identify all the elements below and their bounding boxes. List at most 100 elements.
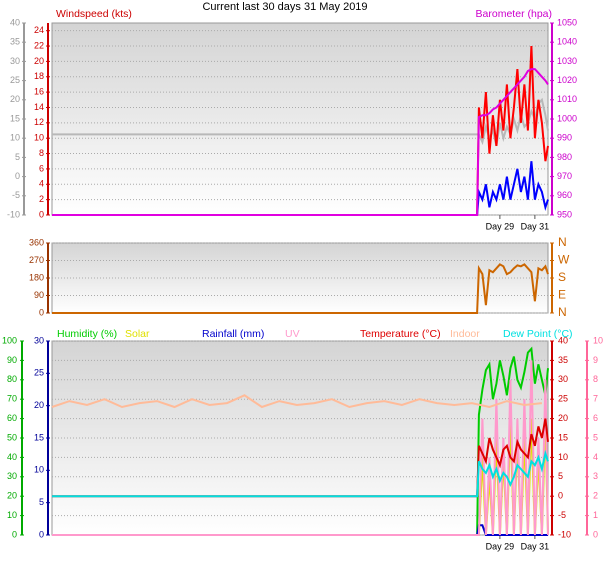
series-line (52, 161, 549, 216)
y2-tick-label: 970 (557, 171, 572, 181)
y-tick-label: 100 (2, 335, 17, 345)
y2-tick-label: 40 (558, 335, 568, 345)
y-tick-label: 70 (7, 394, 17, 404)
y-tick-label: 4 (39, 179, 44, 189)
y3-tick-label: -5 (12, 190, 20, 200)
y3-tick-label: 35 (10, 37, 20, 47)
y-tick-label: 40 (7, 452, 17, 462)
y4-tick-label: 8 (593, 374, 598, 384)
y3-tick-label: -10 (7, 209, 20, 219)
y-tick-label: 30 (7, 471, 17, 481)
y-tick-label: 2 (39, 194, 44, 204)
y4-tick-label: 1 (593, 510, 598, 520)
y2-tick-label: S (558, 270, 566, 284)
legend-entry: Rainfall (mm) (202, 328, 264, 340)
y3-tick-label: 0 (39, 529, 44, 539)
legend-entry: Indoor (450, 328, 480, 340)
y-tick-label: 60 (7, 413, 17, 423)
x-tick-label: Day 31 (521, 221, 550, 231)
y3-tick-label: 30 (10, 56, 20, 66)
y-tick-label: 20 (34, 56, 44, 66)
y2-tick-label: 15 (558, 432, 568, 442)
y-tick-label: 10 (7, 510, 17, 520)
y2-tick-label: 1010 (557, 94, 577, 104)
y-tick-label: 80 (7, 374, 17, 384)
y2-tick-label: 1000 (557, 113, 577, 123)
y2-tick-label: 950 (557, 209, 572, 219)
y4-tick-label: 3 (593, 471, 598, 481)
y2-tick-label: N (558, 235, 567, 249)
y-tick-label: 14 (34, 102, 44, 112)
y-tick-label: 24 (34, 25, 44, 35)
y3-tick-label: 5 (39, 497, 44, 507)
plot-area (51, 22, 549, 216)
axis-title: Barometer (hpa) (476, 8, 552, 20)
y4-tick-label: 4 (593, 452, 598, 462)
y2-tick-label: 1020 (557, 75, 577, 85)
y2-tick-label: 35 (558, 355, 568, 365)
y2-tick-label: 0 (558, 491, 563, 501)
y-tick-label: 6 (39, 163, 44, 173)
y4-tick-label: 7 (593, 394, 598, 404)
plot-area (51, 340, 549, 536)
y2-tick-label: 20 (558, 413, 568, 423)
y4-tick-label: 5 (593, 432, 598, 442)
y2-tick-label: 1050 (557, 17, 577, 27)
y-tick-label: 50 (7, 432, 17, 442)
y-tick-label: 270 (29, 255, 44, 265)
y4-tick-label: 10 (593, 335, 603, 345)
y3-tick-label: 15 (34, 432, 44, 442)
y3-tick-label: 30 (34, 335, 44, 345)
y3-tick-label: 25 (34, 368, 44, 378)
axis-title: Windspeed (kts) (56, 8, 132, 20)
y2-tick-label: 10 (558, 452, 568, 462)
y2-tick-label: 5 (558, 471, 563, 481)
y4-tick-label: 2 (593, 491, 598, 501)
y-tick-label: 180 (29, 272, 44, 282)
y-tick-label: 360 (29, 237, 44, 247)
y4-tick-label: 0 (593, 529, 598, 539)
y3-tick-label: 20 (34, 400, 44, 410)
y3-tick-label: 15 (10, 113, 20, 123)
y-tick-label: 90 (7, 355, 17, 365)
y2-tick-label: -5 (558, 510, 566, 520)
chart-title: Current last 30 days 31 May 2019 (202, 1, 367, 13)
y2-tick-label: -10 (558, 529, 571, 539)
y-tick-label: 0 (39, 209, 44, 219)
y-tick-label: 16 (34, 86, 44, 96)
y-tick-label: 12 (34, 117, 44, 127)
series-line (52, 360, 549, 536)
y3-tick-label: 25 (10, 75, 20, 85)
y-tick-label: 0 (39, 307, 44, 317)
y3-tick-label: 40 (10, 17, 20, 27)
series-line (52, 346, 549, 536)
y2-tick-label: 25 (558, 394, 568, 404)
x-tick-label: Day 29 (486, 541, 515, 551)
y2-tick-label: W (558, 253, 570, 267)
y2-tick-label: 1030 (557, 56, 577, 66)
y3-tick-label: 20 (10, 94, 20, 104)
legend-entry: Solar (125, 328, 150, 340)
y-tick-label: 22 (34, 40, 44, 50)
y2-tick-label: E (558, 288, 566, 302)
y3-tick-label: 0 (15, 171, 20, 181)
x-tick-label: Day 29 (486, 221, 515, 231)
y2-tick-label: 1040 (557, 37, 577, 47)
legend-entry: UV (285, 328, 300, 340)
y2-tick-label: 990 (557, 133, 572, 143)
y-tick-label: 20 (7, 491, 17, 501)
y2-tick-label: 980 (557, 152, 572, 162)
y-tick-label: 90 (34, 290, 44, 300)
y3-tick-label: 5 (15, 152, 20, 162)
series-line (52, 263, 549, 314)
y4-tick-label: 9 (593, 355, 598, 365)
series-line (52, 449, 549, 498)
legend-entry: Dew Point (°C) (503, 328, 573, 340)
series-line (52, 524, 548, 536)
y3-tick-label: 10 (10, 133, 20, 143)
y2-tick-label: 30 (558, 374, 568, 384)
plot-area (51, 242, 549, 314)
series-line (52, 418, 549, 498)
y3-tick-label: 10 (34, 465, 44, 475)
